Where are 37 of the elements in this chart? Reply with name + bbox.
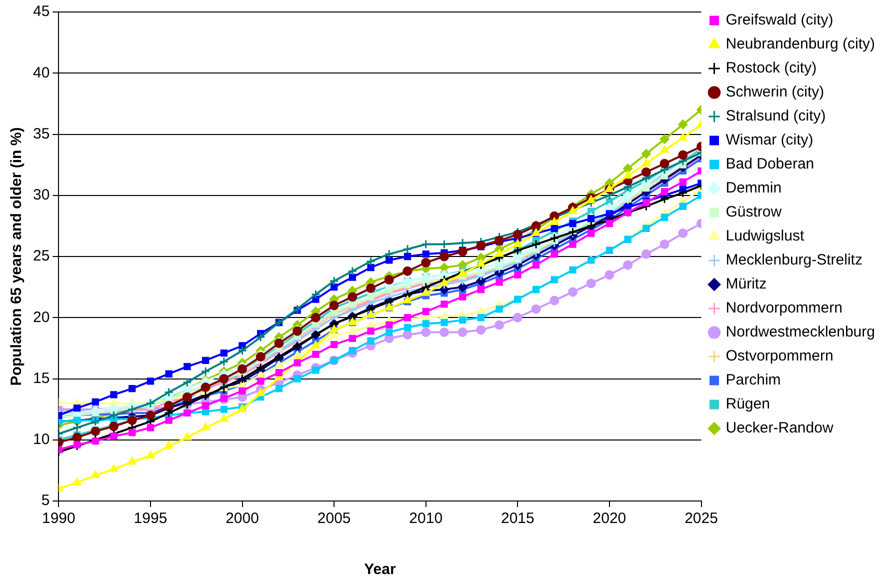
y-tick-label: 45	[32, 3, 50, 20]
x-tick-label: 1990	[42, 510, 76, 528]
legend-label: Nordvorpommern	[726, 300, 842, 317]
legend-label: Güstrow	[726, 204, 782, 221]
y-tick-label: 40	[32, 64, 50, 82]
y-tick-label: 35	[32, 125, 50, 142]
legend-label: Wismar (city)	[726, 132, 814, 149]
x-tick-label: 2025	[684, 510, 718, 528]
legend-label: Ludwigslust	[726, 228, 805, 245]
x-tick-label: 2015	[500, 510, 534, 528]
y-tick-label: 10	[32, 431, 50, 448]
legend-label: Müritz	[726, 276, 767, 293]
legend-label: Demmin	[726, 180, 782, 197]
x-tick-label: 2010	[409, 510, 443, 528]
y-tick-label: 25	[32, 248, 50, 265]
y-tick-label: 20	[32, 308, 50, 326]
x-tick-label: 2005	[317, 510, 351, 528]
x-tick-label: 1995	[134, 510, 168, 528]
y-tick-label: 30	[32, 186, 50, 204]
legend-label: Ostvorpommern	[726, 348, 834, 365]
legend-label: Schwerin (city)	[726, 84, 824, 101]
legend-label: Rügen	[726, 396, 770, 413]
x-tick-label: 2020	[592, 510, 626, 528]
y-tick-label: 15	[32, 370, 50, 387]
legend-label: Bad Doberan	[726, 156, 814, 173]
y-axis-title: Population 65 years and older (in %)	[8, 127, 26, 386]
x-tick-label: 2000	[226, 510, 259, 528]
legend-label: Neubrandenburg (city)	[726, 36, 876, 53]
legend-label: Mecklenburg-Strelitz	[726, 252, 862, 269]
x-axis-title: Year	[364, 561, 396, 578]
legend-label: Nordwestmecklenburg	[726, 324, 875, 341]
legend-label: Uecker-Randow	[726, 420, 834, 437]
y-tick-label: 5	[41, 492, 50, 510]
legend-label: Greifswald (city)	[726, 12, 834, 29]
legend-label: Rostock (city)	[726, 60, 817, 77]
legend-label: Stralsund (city)	[726, 108, 826, 125]
legend-label: Parchim	[726, 372, 781, 389]
